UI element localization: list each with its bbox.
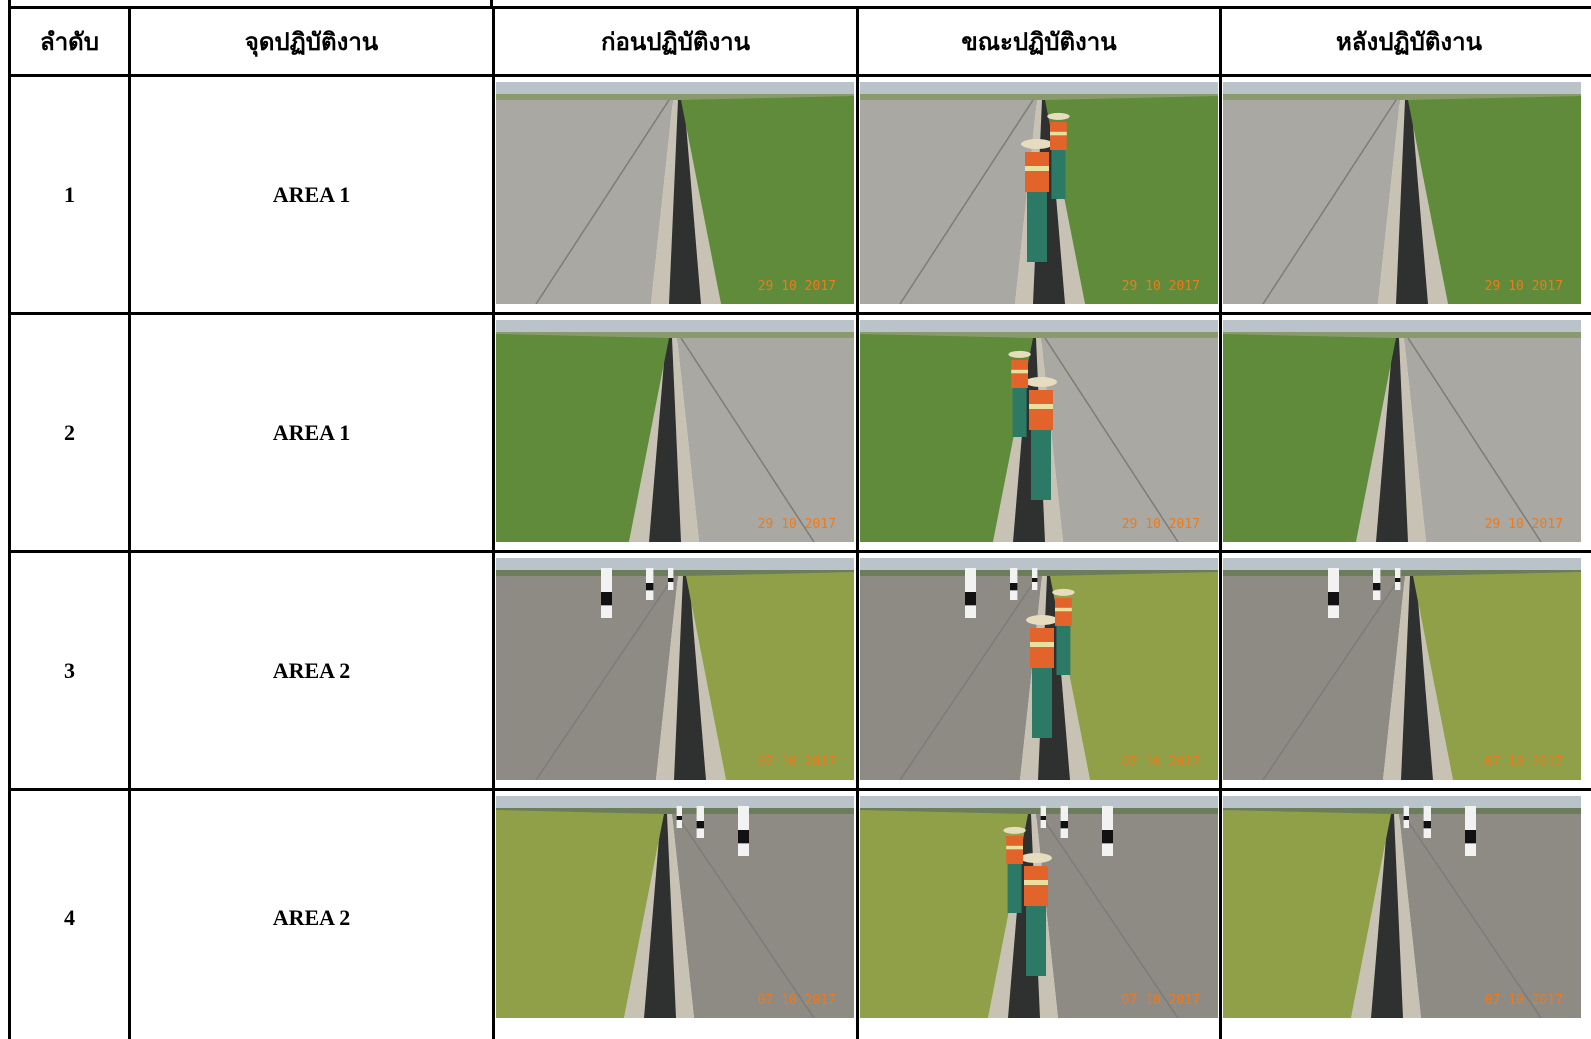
photo-date-stamp: 07 10 2017 xyxy=(1122,755,1200,770)
photo: 29 10 2017 xyxy=(496,320,854,542)
photo-date-stamp: 07 10 2017 xyxy=(758,755,836,770)
header-cell: จุดปฏิบัติงาน xyxy=(128,6,495,77)
photo-cell: 29 10 2017 xyxy=(492,312,859,553)
photo-cell: 07 10 2017 xyxy=(856,788,1222,1039)
photo-cell: 29 10 2017 xyxy=(1219,312,1591,553)
photo-cell: 29 10 2017 xyxy=(856,312,1222,553)
photo-cell: 07 10 2017 xyxy=(1219,788,1591,1039)
photo-date-stamp: 29 10 2017 xyxy=(758,279,836,294)
photo-date-stamp: 29 10 2017 xyxy=(1122,279,1200,294)
photo: 07 10 2017 xyxy=(1223,796,1581,1018)
photo: 07 10 2017 xyxy=(860,796,1218,1018)
row-number: 1 xyxy=(8,74,131,315)
header-cell: ลำดับ xyxy=(8,6,131,77)
header-cell: ขณะปฏิบัติงาน xyxy=(856,6,1222,77)
location: AREA 2 xyxy=(128,788,495,1039)
photo: 07 10 2017 xyxy=(496,558,854,780)
photo-date-stamp: 07 10 2017 xyxy=(1485,755,1563,770)
photo-date-stamp: 07 10 2017 xyxy=(758,993,836,1008)
location: AREA 2 xyxy=(128,550,495,791)
photo-cell: 07 10 2017 xyxy=(492,550,859,791)
photo: 29 10 2017 xyxy=(496,82,854,304)
photo: 07 10 2017 xyxy=(496,796,854,1018)
page: ลำดับจุดปฏิบัติงานก่อนปฏิบัติงานขณะปฏิบั… xyxy=(0,0,1591,1039)
photo-date-stamp: 29 10 2017 xyxy=(1122,517,1200,532)
photo-cell: 29 10 2017 xyxy=(856,74,1222,315)
photo-cell: 29 10 2017 xyxy=(1219,74,1591,315)
row-number: 3 xyxy=(8,550,131,791)
photo: 29 10 2017 xyxy=(860,82,1218,304)
photo-date-stamp: 07 10 2017 xyxy=(1122,993,1200,1008)
photo-date-stamp: 29 10 2017 xyxy=(1485,279,1563,294)
photo-date-stamp: 29 10 2017 xyxy=(1485,517,1563,532)
photo-cell: 29 10 2017 xyxy=(492,74,859,315)
photo-cell: 07 10 2017 xyxy=(856,550,1222,791)
photo-cell: 07 10 2017 xyxy=(1219,550,1591,791)
row-number: 2 xyxy=(8,312,131,553)
header-cell: หลังปฏิบัติงาน xyxy=(1219,6,1591,77)
photo-cell: 07 10 2017 xyxy=(492,788,859,1039)
photo: 07 10 2017 xyxy=(1223,558,1581,780)
photo: 29 10 2017 xyxy=(1223,320,1581,542)
location: AREA 1 xyxy=(128,312,495,553)
photo-date-stamp: 07 10 2017 xyxy=(1485,993,1563,1008)
photo: 29 10 2017 xyxy=(860,320,1218,542)
row-number: 4 xyxy=(8,788,131,1039)
photo-date-stamp: 29 10 2017 xyxy=(758,517,836,532)
photo: 07 10 2017 xyxy=(860,558,1218,780)
photo: 29 10 2017 xyxy=(1223,82,1581,304)
header-cell: ก่อนปฏิบัติงาน xyxy=(492,6,859,77)
location: AREA 1 xyxy=(128,74,495,315)
